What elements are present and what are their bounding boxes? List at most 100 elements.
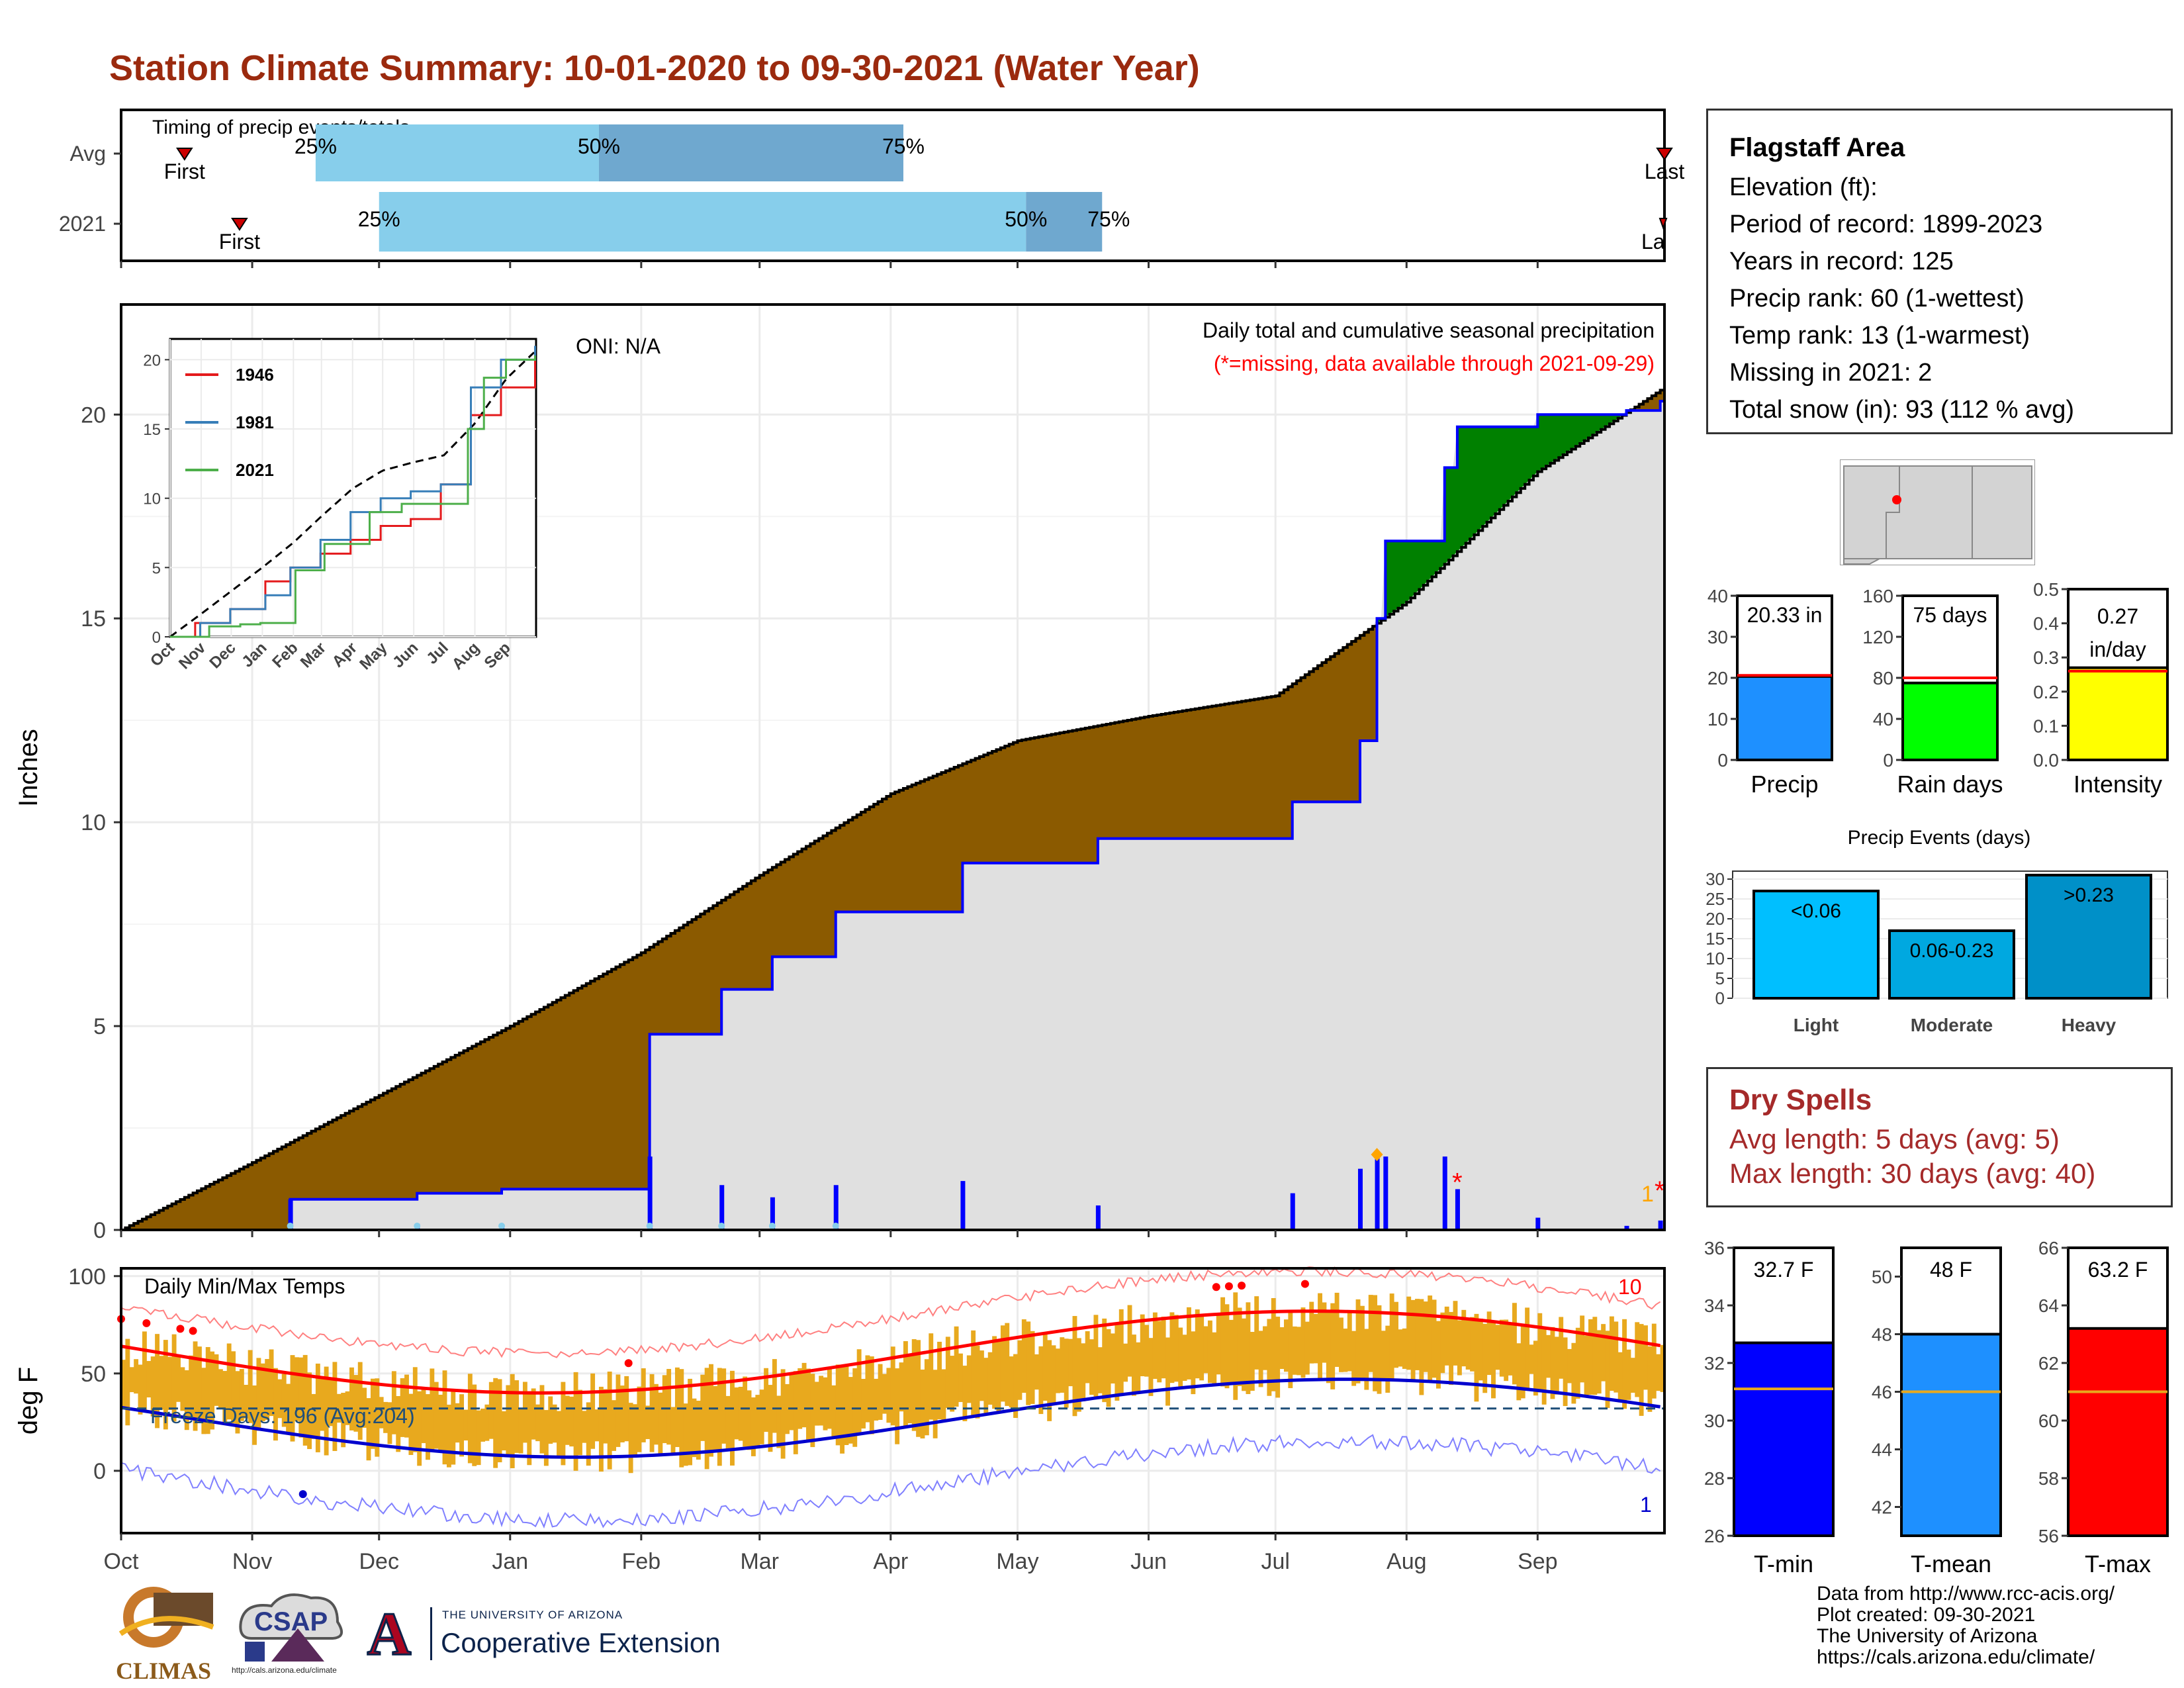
daily-temp-bar: [1478, 1318, 1483, 1381]
daily-temp-bar: [210, 1351, 215, 1430]
daily-temp-bar: [1622, 1319, 1627, 1409]
daily-temp-bar: [1432, 1299, 1437, 1378]
temp-panel: 0 50 100 Daily Min/Max Temps Freeze Days: 19…: [14, 1264, 1666, 1574]
record-min-line: [120, 1434, 1661, 1529]
daily-temp-bar: [806, 1368, 811, 1441]
first-event-label: First: [219, 230, 260, 254]
daily-temp-bar: [387, 1402, 392, 1444]
daily-temp-bar: [134, 1359, 139, 1394]
events-bar: [2025, 874, 2152, 1000]
record-high-marker: [1212, 1283, 1220, 1291]
t-max-value-label: 63.2 F: [2088, 1258, 2148, 1282]
daily-temp-bar: [332, 1362, 338, 1451]
precip-y-axis-label: Inches: [14, 729, 43, 807]
daily-temp-bar: [396, 1395, 401, 1452]
daily-temp-bar: [290, 1355, 295, 1442]
daily-temp-bar: [320, 1376, 325, 1431]
daily-temp-bar: [357, 1362, 363, 1440]
daily-temp-bar: [899, 1362, 904, 1412]
station-name: Flagstaff Area: [1729, 133, 1905, 162]
ua-logo-line1: THE UNIVERSITY OF ARIZONA: [442, 1609, 623, 1621]
daily-temp-bar: [1136, 1342, 1141, 1391]
daily-temp-bar: [311, 1393, 316, 1439]
daily-temp-bar: [535, 1404, 541, 1442]
daily-temp-bar: [1571, 1342, 1576, 1404]
daily-temp-bar: [772, 1359, 777, 1433]
daily-temp-bar: [370, 1378, 375, 1449]
daily-temp-bar: [1457, 1320, 1462, 1376]
precip-y-tick-label: 20: [81, 402, 106, 428]
daily-temp-bar: [569, 1396, 574, 1447]
daily-temp-bar: [1191, 1331, 1196, 1395]
daily-temp-bar: [438, 1394, 443, 1450]
footer-line: https://cals.arizona.edu/climate/: [1817, 1646, 2095, 1668]
daily-temp-bar: [844, 1366, 849, 1446]
daily-temp-bar: [1605, 1331, 1610, 1408]
events-bar: [1888, 929, 2015, 1000]
daily-temp-bar: [717, 1368, 722, 1466]
first-event-label: First: [164, 160, 205, 183]
t-min-y-tick-label: 34: [1704, 1295, 1725, 1316]
record-high-marker: [142, 1319, 151, 1327]
events-y-tick-label: 20: [1706, 909, 1725, 929]
daily-temp-bar: [856, 1349, 862, 1434]
daily-temp-bar: [1267, 1319, 1272, 1396]
daily-temp-bar: [1402, 1328, 1407, 1369]
daily-temp-bar: [1131, 1335, 1136, 1396]
daily-temp-bar: [1030, 1331, 1035, 1404]
daily-temp-bar: [895, 1368, 900, 1444]
daily-temp-bar: [142, 1331, 147, 1411]
daily-temp-bar: [324, 1366, 329, 1456]
month-axis-label: Sep: [1518, 1549, 1558, 1574]
daily-temp-bar: [539, 1385, 545, 1454]
daily-temp-bar: [848, 1377, 853, 1444]
daily-temp-bar: [273, 1368, 278, 1441]
missing-data-star: *: [1452, 1168, 1463, 1197]
snow-marker: [498, 1223, 506, 1229]
station-line: Precip rank: 60 (1-wettest): [1729, 285, 2025, 312]
csap-logo-url: http://cals.arizona.edu/climate: [232, 1665, 337, 1675]
daily-temp-bar: [1499, 1319, 1504, 1377]
daily-temp-bar: [226, 1343, 232, 1420]
daily-precip-bar: [1375, 1156, 1380, 1230]
timing-p25-label: 25%: [358, 207, 400, 231]
t-max-y-tick-label: 56: [2038, 1526, 2059, 1546]
daily-temp-bar: [1647, 1346, 1653, 1412]
daily-temp-bar: [510, 1374, 515, 1468]
t-min-y-tick-label: 26: [1704, 1526, 1725, 1546]
daily-temp-bar: [484, 1404, 490, 1441]
timing-bar-25-50: [379, 192, 1026, 252]
daily-temp-bar: [785, 1383, 790, 1434]
daily-temp-bar: [146, 1361, 152, 1398]
daily-temp-bar: [1140, 1314, 1145, 1377]
daily-temp-bar: [442, 1370, 447, 1465]
daily-temp-bar: [1394, 1301, 1398, 1368]
daily-temp-bar: [738, 1386, 743, 1441]
daily-precip-bar: [1658, 1220, 1663, 1230]
month-axis-label: Aug: [1387, 1549, 1427, 1574]
daily-temp-bar: [1207, 1320, 1212, 1383]
daily-temp-bar: [933, 1370, 938, 1438]
daily-temp-bar: [341, 1393, 346, 1448]
footer-credits: Data from http://www.rcc-acis.org/ Plot …: [1817, 1583, 2115, 1668]
rain-days-y-tick-label: 0: [1883, 750, 1893, 771]
daily-temp-bar: [408, 1393, 414, 1455]
precip-panel-note: (*=missing, data available through 2021-…: [1214, 352, 1655, 375]
record-low-count: 1: [1640, 1493, 1652, 1517]
daily-precip-bar: [1290, 1193, 1295, 1230]
t-max-y-tick-label: 60: [2038, 1411, 2059, 1431]
t-mean-value-label: 48 F: [1930, 1258, 1972, 1282]
daily-temp-bar: [615, 1374, 621, 1447]
temp-y-tick-label: 0: [93, 1459, 106, 1484]
daily-temp-bar: [1419, 1299, 1424, 1395]
daily-temp-bar: [1639, 1324, 1644, 1416]
timing-bar-50-75: [1026, 192, 1103, 252]
precip-total-y-tick-label: 10: [1707, 709, 1728, 729]
daily-temp-bar: [1292, 1326, 1297, 1375]
daily-temp-bar: [979, 1350, 984, 1401]
daily-temp-bar: [446, 1404, 451, 1468]
daily-temp-bar: [954, 1326, 959, 1407]
temp-y-axis-label: deg F: [14, 1367, 43, 1434]
